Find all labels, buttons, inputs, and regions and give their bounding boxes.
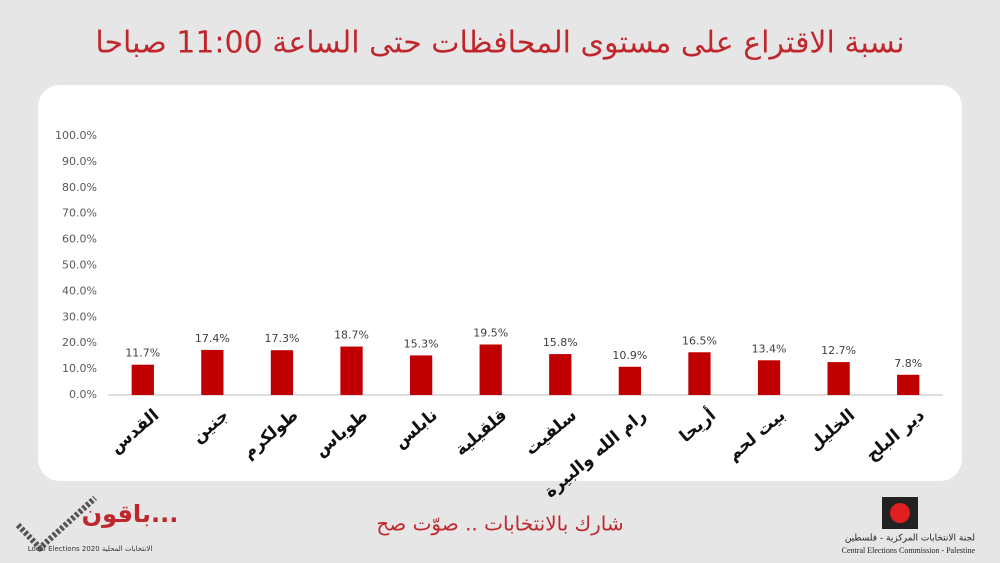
y-tick-label: 100.0% (55, 129, 97, 142)
value-label: 10.9% (612, 349, 647, 362)
value-label: 13.4% (752, 342, 787, 355)
chart-title: نسبة الاقتراع على مستوى المحافظات حتى ال… (95, 26, 904, 61)
value-label: 19.5% (473, 326, 508, 339)
value-label: 16.5% (682, 334, 717, 347)
y-tick-label: 0.0% (69, 388, 97, 401)
y-tick-label: 10.0% (62, 362, 97, 375)
y-tick-label: 60.0% (62, 233, 97, 246)
bar (409, 355, 433, 395)
logo-arabic: لجنة الانتخابات المركزية - فلسطين (845, 534, 975, 544)
bar (618, 366, 642, 395)
left-logo: باقون... Local Elections 2020 الانتخابات… (15, 495, 179, 553)
bar (549, 354, 572, 395)
bar (201, 349, 224, 395)
bar (897, 374, 920, 395)
value-label: 7.8% (894, 357, 922, 370)
bar (757, 360, 781, 395)
value-label: 18.7% (334, 329, 369, 342)
logo-title: باقون... (82, 500, 179, 528)
value-label: 15.3% (404, 337, 439, 350)
y-tick-label: 40.0% (62, 284, 97, 297)
bar (340, 346, 363, 395)
y-tick-label: 70.0% (62, 207, 97, 220)
value-label: 11.7% (125, 347, 160, 360)
bar (827, 362, 850, 395)
y-tick-label: 30.0% (62, 310, 97, 323)
slogan: شارك بالانتخابات .. صوّت صح (376, 512, 623, 536)
right-logo: لجنة الانتخابات المركزية - فلسطين Centra… (842, 497, 976, 555)
y-tick-label: 50.0% (62, 259, 97, 272)
value-label: 17.4% (195, 332, 230, 345)
value-label: 17.3% (264, 332, 299, 345)
logo-english: Central Elections Commission - Palestine (842, 546, 976, 555)
logo-subtitle: Local Elections 2020 الانتخابات المحلية (28, 545, 153, 553)
logo-circle (890, 503, 910, 523)
bar (131, 364, 154, 395)
y-tick-label: 20.0% (62, 336, 97, 349)
value-label: 15.8% (543, 336, 578, 349)
bar (270, 350, 294, 395)
value-label: 12.7% (821, 344, 856, 357)
bar (479, 344, 502, 395)
y-tick-label: 80.0% (62, 181, 97, 194)
bar (688, 352, 711, 395)
y-tick-label: 90.0% (62, 155, 97, 168)
check-icon (15, 495, 98, 553)
chart-panel (38, 85, 962, 481)
